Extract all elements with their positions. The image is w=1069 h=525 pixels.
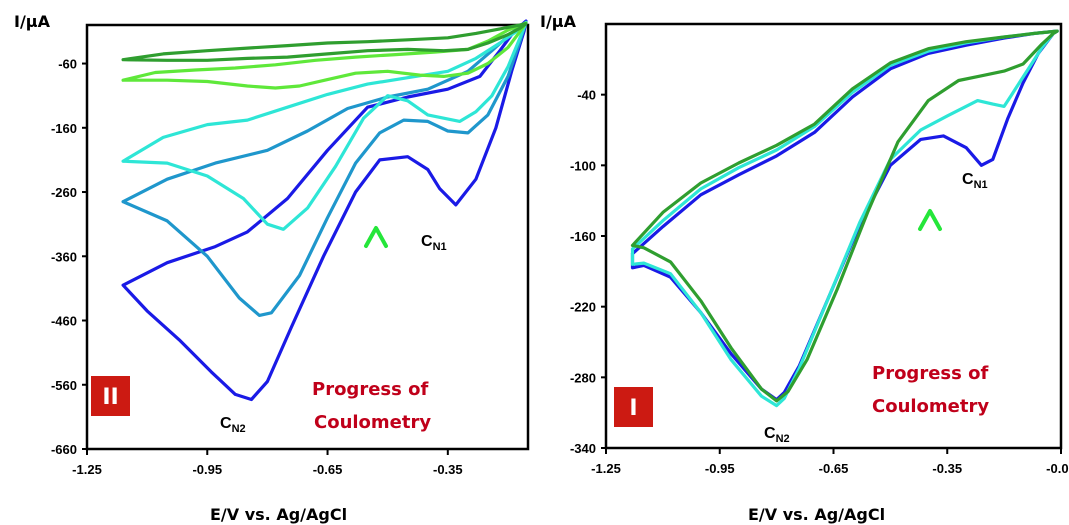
cv-curve-1 bbox=[121, 19, 528, 402]
x-tick-label: -0.65 bbox=[313, 462, 343, 477]
cv-curve-5 bbox=[121, 22, 528, 62]
x-tick-labels: -1.25 -0.95 -0.65 -0.35 -0.05 bbox=[591, 448, 1069, 476]
y-tick-label: -160 bbox=[570, 229, 596, 244]
cv-curve-2 bbox=[121, 20, 528, 317]
cv-curve-3 bbox=[630, 29, 1059, 403]
x-tick-label: -0.95 bbox=[705, 461, 735, 476]
cv-curve-4 bbox=[121, 21, 528, 90]
y-tick-label: -40 bbox=[577, 88, 596, 103]
cv-curve-1 bbox=[630, 29, 1059, 402]
peak-label-cn1: CN1 bbox=[962, 171, 988, 191]
cv-curve-3 bbox=[121, 20, 528, 231]
y-tick-labels: -40 -100 -160 -220 -280 -340 bbox=[570, 88, 606, 456]
y-tick-label: -100 bbox=[570, 158, 596, 173]
y-axis-label: I/μA bbox=[540, 12, 577, 31]
x-tick-label: -0.35 bbox=[932, 461, 962, 476]
y-tick-label: -160 bbox=[51, 121, 77, 136]
x-tick-label: -1.25 bbox=[591, 461, 621, 476]
x-tick-labels: -1.25 -0.95 -0.65 -0.35 bbox=[72, 449, 463, 477]
y-tick-label: -220 bbox=[570, 300, 596, 315]
x-axis-label: E/V vs. Ag/AgCl bbox=[210, 505, 347, 524]
plot-area-frame bbox=[604, 22, 1063, 450]
x-tick-label: -0.05 bbox=[1046, 461, 1069, 476]
peak-label-cn1: CN1 bbox=[421, 233, 447, 253]
y-axis-label: I/μA bbox=[14, 12, 51, 31]
arrow-head bbox=[364, 226, 388, 248]
y-tick-label: -360 bbox=[51, 249, 77, 264]
progress-arrow bbox=[918, 209, 942, 350]
peak-label-cn2: CN2 bbox=[764, 425, 790, 445]
y-tick-label: -60 bbox=[58, 57, 77, 72]
x-axis-label: E/V vs. Ag/AgCl bbox=[748, 505, 885, 524]
cv-curves bbox=[121, 19, 528, 402]
x-tick-label: -0.35 bbox=[433, 462, 463, 477]
y-tick-label: -460 bbox=[51, 314, 77, 329]
cv-curves bbox=[630, 29, 1059, 408]
progress-arrow bbox=[364, 226, 388, 372]
chart-panel-ii: I/μA E/V vs. Ag/AgCl -60 -160 -260 -360 -460… bbox=[14, 12, 530, 524]
y-tick-label: -660 bbox=[51, 442, 77, 457]
x-tick-label: -0.65 bbox=[819, 461, 849, 476]
chart-panel-i: I/μA E/V vs. Ag/AgCl -40 -100 -160 -220 -280… bbox=[540, 12, 1069, 524]
cv-curve-2 bbox=[630, 29, 1059, 408]
panel-badge-box bbox=[614, 387, 653, 427]
progress-note-line1: Progress of bbox=[312, 379, 428, 400]
panel-badge-label: II bbox=[102, 385, 118, 410]
progress-note-line1: Progress of bbox=[872, 363, 988, 384]
y-tick-label: -280 bbox=[570, 370, 596, 385]
x-tick-label: -1.25 bbox=[72, 462, 102, 477]
panel-badge: I bbox=[614, 387, 653, 427]
y-tick-label: -560 bbox=[51, 378, 77, 393]
x-tick-label: -0.95 bbox=[192, 462, 222, 477]
y-tick-labels: -60 -160 -260 -360 -460 -560 -660 bbox=[51, 57, 87, 457]
panel-badge-label: I bbox=[629, 396, 637, 421]
progress-note-line2: Coulometry bbox=[872, 396, 989, 417]
arrow-head bbox=[918, 209, 942, 231]
y-tick-label: -340 bbox=[570, 441, 596, 456]
progress-note-line2: Coulometry bbox=[314, 412, 431, 433]
panel-badge: II bbox=[91, 376, 130, 416]
panel-badge-box bbox=[91, 376, 130, 416]
y-tick-label: -260 bbox=[51, 185, 77, 200]
plot-area-frame bbox=[85, 23, 530, 451]
peak-label-cn2: CN2 bbox=[220, 415, 246, 435]
